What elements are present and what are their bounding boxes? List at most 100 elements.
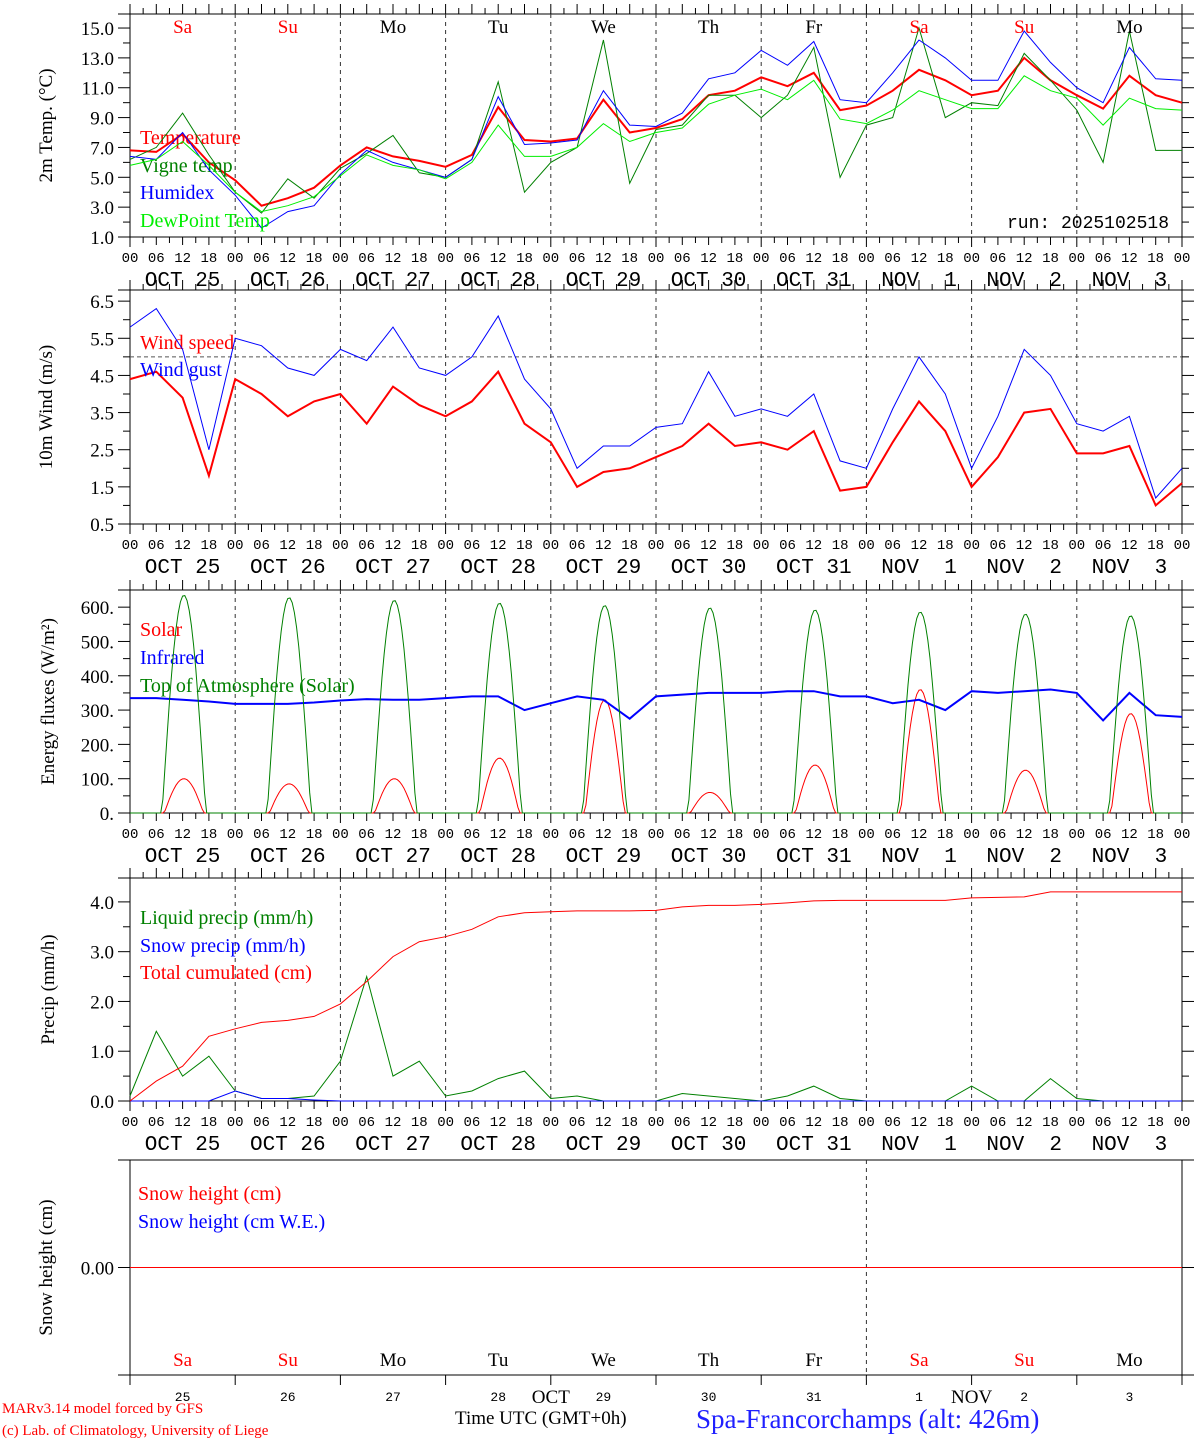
date-label: OCT 28 — [460, 1134, 536, 1157]
hour-tick-label: 18 — [411, 251, 428, 267]
date-label: NOV 3 — [1092, 1134, 1168, 1157]
hour-tick-label: 00 — [1174, 538, 1191, 554]
hour-tick-label: 00 — [1174, 827, 1191, 843]
date-label: OCT 26 — [250, 846, 326, 869]
hour-tick-label: 00 — [332, 827, 349, 843]
hour-tick-label: 18 — [516, 251, 533, 267]
hour-tick-label: 18 — [621, 538, 638, 554]
hour-tick-label: 06 — [358, 538, 375, 554]
hour-tick-label: 06 — [463, 1115, 480, 1131]
series-line-wind-speed — [129, 369, 1183, 508]
hour-tick-label: 00 — [122, 538, 139, 554]
weekday-label: Sa — [910, 1350, 930, 1371]
day-number: 28 — [490, 1390, 506, 1405]
hour-tick-label: 18 — [726, 538, 743, 554]
run-label: run: 2025102518 — [1007, 214, 1169, 234]
hour-tick-label: 18 — [1147, 827, 1164, 843]
legend-entry: Top of Atmosphere (Solar) — [140, 675, 355, 697]
date-label: NOV 3 — [1092, 846, 1168, 869]
y-tick-label: 9.0 — [90, 109, 114, 130]
hour-tick-label: 12 — [911, 827, 928, 843]
y-tick-label: 2.5 — [90, 441, 114, 462]
panel-2: 00 06 12 18 OCT 25 00 06 12 18 OCT 26 00 06 12 18 OCT … — [36, 280, 1194, 580]
hour-tick-label: 18 — [516, 827, 533, 843]
y-tick-label: 1.0 — [90, 1042, 114, 1063]
lab-credit: (c) Lab. of Climatology, University of L… — [2, 1423, 269, 1439]
hour-tick-label: 06 — [884, 827, 901, 843]
hour-tick-label: 12 — [911, 1115, 928, 1131]
hour-tick-label: 06 — [569, 538, 586, 554]
hour-tick-label: 00 — [1068, 1115, 1085, 1131]
y-tick-label: 0.5 — [90, 515, 114, 536]
hour-tick-label: 00 — [963, 251, 980, 267]
series-line-vigne-temp — [129, 26, 1182, 214]
hour-tick-label: 00 — [542, 538, 559, 554]
weekday-label: Fr — [805, 1350, 823, 1371]
legend-entry: Humidex — [140, 182, 214, 204]
weekday-label: Fr — [805, 17, 823, 38]
hour-tick-label: 18 — [937, 251, 954, 267]
day-number: 25 — [175, 1390, 191, 1405]
y-tick-label: 0.0 — [90, 1092, 114, 1113]
hour-tick-label: 18 — [937, 827, 954, 843]
hour-tick-label: 18 — [937, 1115, 954, 1131]
hour-tick-label: 12 — [174, 251, 191, 267]
hour-tick-label: 18 — [1042, 1115, 1059, 1131]
y-tick-label: 300. — [81, 701, 114, 722]
hour-tick-label: 06 — [779, 251, 796, 267]
hour-tick-label: 12 — [595, 1115, 612, 1131]
hour-tick-label: 12 — [1016, 538, 1033, 554]
date-label: NOV 1 — [881, 1134, 957, 1157]
hour-tick-label: 00 — [648, 1115, 665, 1131]
hour-tick-label: 12 — [805, 538, 822, 554]
hour-tick-label: 18 — [516, 538, 533, 554]
hour-tick-label: 18 — [1042, 538, 1059, 554]
hour-tick-label: 12 — [700, 827, 717, 843]
date-label: OCT 25 — [145, 846, 221, 869]
date-label: NOV 3 — [1092, 557, 1168, 580]
hour-tick-label: 00 — [858, 827, 875, 843]
hour-tick-label: 06 — [253, 827, 270, 843]
time-axis-label: Time UTC (GMT+0h) — [455, 1408, 627, 1429]
hour-tick-label: 06 — [148, 1115, 165, 1131]
hour-tick-label: 06 — [253, 251, 270, 267]
y-tick-label: 500. — [81, 632, 114, 653]
legend-entry: Snow height (cm) — [138, 1183, 281, 1205]
hour-tick-label: 00 — [1068, 538, 1085, 554]
hour-tick-label: 06 — [463, 827, 480, 843]
y-tick-label: 400. — [81, 667, 114, 688]
hour-tick-label: 06 — [1095, 827, 1112, 843]
hour-tick-label: 18 — [306, 251, 323, 267]
date-label: NOV 1 — [881, 846, 957, 869]
hour-tick-label: 06 — [989, 251, 1006, 267]
date-label: OCT 27 — [355, 557, 431, 580]
hour-tick-label: 12 — [1016, 1115, 1033, 1131]
hour-tick-label: 06 — [674, 538, 691, 554]
weekday-label: Mo — [380, 17, 406, 38]
series-line-top-of-atmosphere-solar- — [130, 595, 1182, 814]
hour-tick-label: 12 — [805, 1115, 822, 1131]
hour-tick-label: 18 — [832, 1115, 849, 1131]
date-label: OCT 29 — [566, 557, 642, 580]
date-label: OCT 31 — [776, 557, 852, 580]
date-label: OCT 30 — [671, 557, 747, 580]
hour-tick-label: 12 — [279, 538, 296, 554]
hour-tick-label: 12 — [595, 538, 612, 554]
day-number: 31 — [806, 1390, 822, 1405]
series-line-dewpoint-temp — [129, 75, 1183, 213]
hour-tick-label: 18 — [1147, 251, 1164, 267]
month-label-oct: OCT — [532, 1387, 570, 1408]
legend-entry: Wind gust — [140, 359, 222, 381]
hour-tick-label: 18 — [200, 1115, 217, 1131]
weekday-label: Sa — [910, 17, 930, 38]
hour-tick-label: 06 — [463, 538, 480, 554]
hour-tick-label: 00 — [1068, 251, 1085, 267]
y-tick-label: 4.0 — [90, 893, 114, 914]
hour-tick-label: 18 — [726, 251, 743, 267]
hour-tick-label: 06 — [148, 251, 165, 267]
weekday-label: We — [591, 17, 616, 38]
y-tick-label: 2.0 — [90, 992, 114, 1013]
y-axis-label: 2m Temp. (°C) — [36, 68, 57, 182]
date-label: OCT 29 — [566, 1134, 642, 1157]
